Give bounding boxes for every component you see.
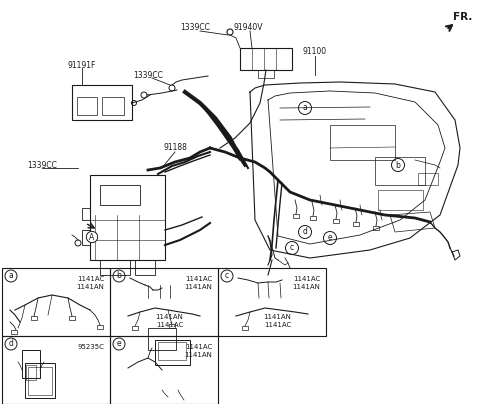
Bar <box>132 326 138 330</box>
Bar <box>97 325 103 329</box>
Bar <box>293 214 299 218</box>
Text: FR.: FR. <box>453 12 473 22</box>
Bar <box>330 125 395 160</box>
Text: c: c <box>225 271 229 280</box>
Text: b: b <box>117 271 121 280</box>
Bar <box>26 365 36 380</box>
Bar <box>110 268 218 336</box>
Text: 91188: 91188 <box>163 143 187 152</box>
Text: 1339CC: 1339CC <box>180 23 210 32</box>
Text: b: b <box>396 160 400 170</box>
Text: 95235C: 95235C <box>77 344 104 350</box>
Bar <box>373 226 379 230</box>
Text: 1141AC
1141AN: 1141AC 1141AN <box>184 344 212 358</box>
Text: d: d <box>9 339 13 349</box>
Bar <box>69 316 75 320</box>
Bar <box>82 208 90 220</box>
Bar <box>310 216 316 220</box>
Bar <box>135 260 155 275</box>
Bar <box>155 340 190 365</box>
Bar <box>11 330 17 334</box>
Bar <box>82 230 90 245</box>
Bar <box>77 97 97 115</box>
Bar <box>2 268 110 336</box>
Bar <box>158 342 186 360</box>
Text: 1339CC: 1339CC <box>133 71 163 80</box>
Bar <box>110 336 218 404</box>
Bar <box>31 316 37 320</box>
Text: 91191F: 91191F <box>68 61 96 69</box>
Bar <box>100 185 140 205</box>
Text: A: A <box>89 232 95 242</box>
Bar <box>378 190 423 210</box>
Text: 1141AC
1141AN: 1141AC 1141AN <box>184 276 212 290</box>
Text: 1141AN
1141AC: 1141AN 1141AC <box>264 314 291 328</box>
Bar <box>240 48 292 70</box>
Bar <box>100 260 130 275</box>
Text: 91940V: 91940V <box>233 23 263 32</box>
Bar <box>22 350 40 378</box>
Text: a: a <box>302 103 307 112</box>
Text: 1141AC
1141AN: 1141AC 1141AN <box>292 276 320 290</box>
Bar <box>169 324 175 328</box>
Text: e: e <box>328 234 332 242</box>
Text: a: a <box>9 271 13 280</box>
Bar <box>375 157 425 185</box>
Bar <box>418 173 438 185</box>
Bar <box>333 219 339 223</box>
Text: 1141AN
1141AC: 1141AN 1141AC <box>156 314 183 328</box>
Bar <box>25 363 55 398</box>
Bar <box>353 222 359 226</box>
Text: 1141AC
1141AN: 1141AC 1141AN <box>76 276 104 290</box>
Text: 91100: 91100 <box>303 48 327 57</box>
Bar <box>72 85 132 120</box>
Bar <box>2 336 110 404</box>
Bar <box>102 97 124 115</box>
Text: e: e <box>117 339 121 349</box>
Bar <box>258 70 274 78</box>
Bar <box>148 328 176 350</box>
Bar <box>90 175 165 260</box>
Bar <box>242 326 248 330</box>
Text: 1339CC: 1339CC <box>27 160 57 170</box>
Bar <box>28 367 52 395</box>
Text: c: c <box>290 244 294 252</box>
Bar <box>218 268 326 336</box>
Text: d: d <box>302 227 307 236</box>
